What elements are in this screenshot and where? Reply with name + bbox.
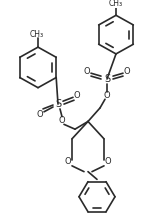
Text: CH₃: CH₃ bbox=[30, 30, 44, 39]
Text: O: O bbox=[74, 91, 80, 100]
Text: CH₃: CH₃ bbox=[109, 0, 123, 8]
Text: S: S bbox=[104, 74, 110, 84]
Text: O: O bbox=[59, 116, 65, 125]
Text: O: O bbox=[104, 91, 110, 100]
Text: O: O bbox=[84, 67, 90, 76]
Text: O: O bbox=[124, 67, 130, 76]
Text: O: O bbox=[37, 110, 43, 119]
Text: O: O bbox=[65, 158, 71, 166]
Text: O: O bbox=[105, 158, 111, 166]
Text: S: S bbox=[55, 99, 61, 109]
